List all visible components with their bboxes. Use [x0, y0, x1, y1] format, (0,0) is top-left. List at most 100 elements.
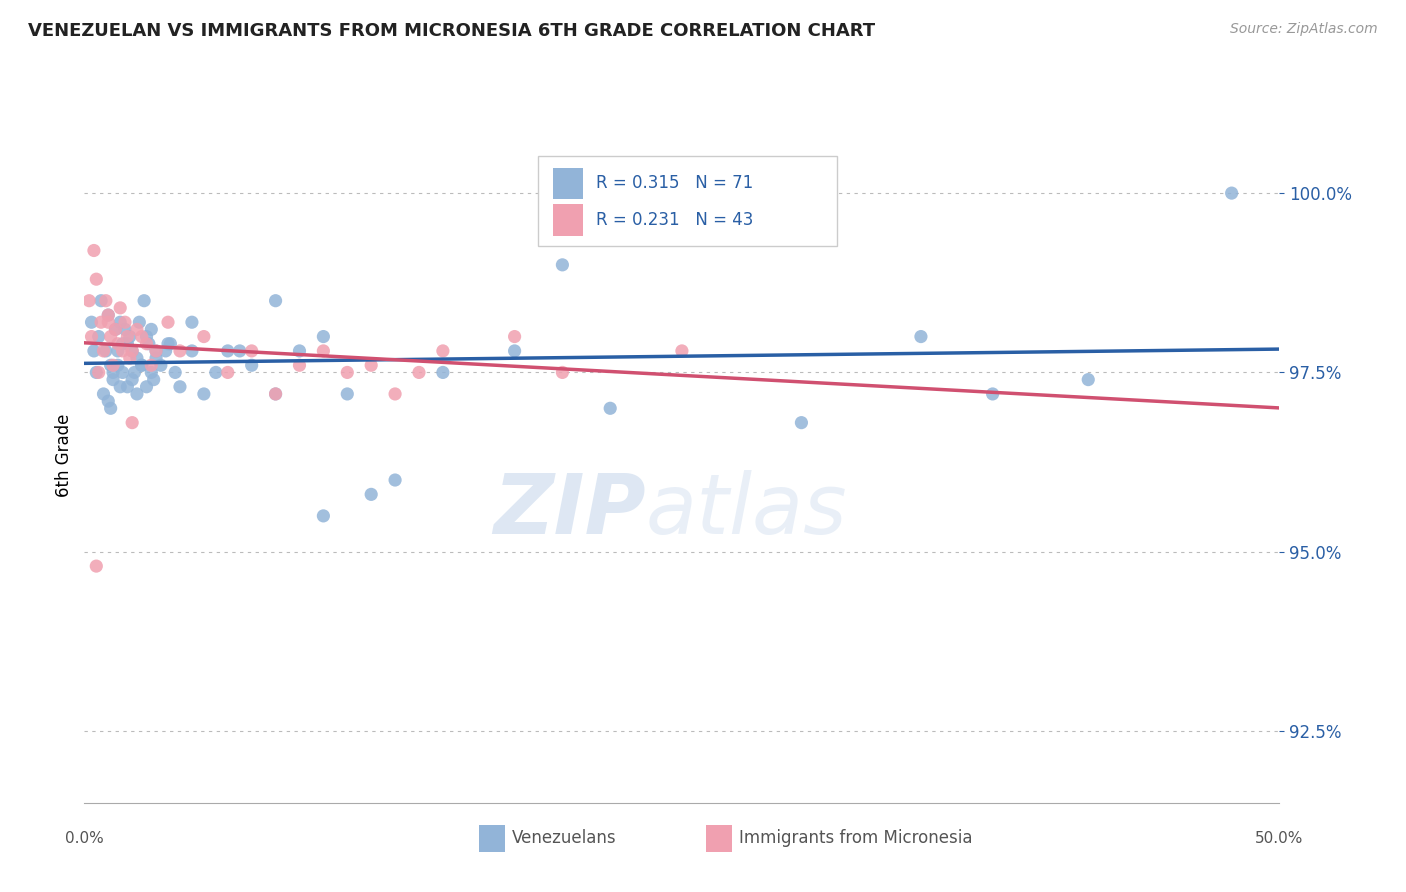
Point: [384, 473, 406, 487]
Point: [111, 343, 134, 358]
Point: [981, 387, 1004, 401]
Point: [100, 401, 122, 416]
Point: [138, 336, 160, 351]
Point: [264, 293, 287, 308]
Point: [118, 329, 141, 343]
Text: Venezuelans: Venezuelans: [512, 830, 617, 847]
Text: 50.0%: 50.0%: [1256, 830, 1303, 846]
Point: [384, 387, 406, 401]
Point: [288, 343, 311, 358]
Point: [159, 336, 181, 351]
Point: [264, 387, 287, 401]
Point: [360, 358, 382, 372]
Point: [135, 336, 157, 351]
Point: [104, 322, 127, 336]
Point: [121, 343, 143, 358]
Text: Source: ZipAtlas.com: Source: ZipAtlas.com: [1230, 22, 1378, 37]
Point: [118, 351, 141, 365]
Point: [80, 329, 103, 343]
Point: [503, 343, 526, 358]
Point: [125, 387, 148, 401]
Point: [80, 315, 103, 329]
Point: [111, 336, 134, 351]
Point: [121, 343, 143, 358]
Point: [205, 366, 228, 380]
Point: [790, 416, 813, 430]
Point: [599, 401, 621, 416]
Point: [910, 329, 932, 343]
FancyBboxPatch shape: [553, 204, 582, 235]
Point: [101, 373, 124, 387]
Point: [101, 358, 124, 372]
Point: [1220, 186, 1243, 200]
Point: [86, 366, 108, 380]
Point: [155, 343, 177, 358]
Point: [336, 387, 359, 401]
Point: [181, 343, 204, 358]
Point: [288, 358, 311, 372]
Point: [107, 336, 129, 351]
Point: [1077, 373, 1099, 387]
Text: 0.0%: 0.0%: [65, 830, 104, 846]
Point: [135, 329, 157, 343]
Point: [165, 366, 187, 380]
Point: [217, 366, 239, 380]
Point: [97, 308, 120, 322]
Point: [125, 351, 148, 365]
Point: [77, 293, 100, 308]
Point: [145, 351, 167, 365]
Point: [117, 336, 139, 351]
Point: [229, 343, 252, 358]
Point: [87, 329, 110, 343]
Point: [157, 336, 180, 351]
Point: [114, 315, 136, 329]
Point: [671, 343, 693, 358]
Point: [141, 358, 163, 372]
Text: R = 0.315   N = 71: R = 0.315 N = 71: [596, 174, 754, 192]
Point: [87, 366, 110, 380]
Point: [141, 366, 163, 380]
Point: [97, 394, 120, 409]
Point: [131, 329, 153, 343]
Point: [110, 315, 132, 329]
Point: [503, 329, 526, 343]
Text: atlas: atlas: [647, 470, 848, 551]
Point: [432, 343, 454, 358]
Point: [90, 293, 112, 308]
Point: [100, 358, 122, 372]
Point: [117, 380, 139, 394]
Point: [121, 416, 143, 430]
Point: [83, 244, 105, 258]
Point: [128, 315, 150, 329]
Point: [360, 487, 382, 501]
Point: [100, 329, 122, 343]
Point: [181, 315, 204, 329]
Point: [131, 358, 153, 372]
Point: [111, 366, 134, 380]
Point: [169, 380, 191, 394]
Point: [193, 387, 215, 401]
Point: [141, 322, 163, 336]
Point: [142, 373, 165, 387]
Point: [132, 293, 156, 308]
Point: [117, 329, 139, 343]
Point: [312, 508, 335, 523]
Point: [114, 322, 136, 336]
Point: [131, 358, 153, 372]
Point: [264, 387, 287, 401]
FancyBboxPatch shape: [706, 825, 733, 852]
Point: [86, 272, 108, 286]
Point: [149, 358, 172, 372]
Point: [97, 315, 120, 329]
Point: [145, 343, 167, 358]
Point: [312, 343, 335, 358]
Point: [408, 366, 430, 380]
Point: [551, 366, 574, 380]
Point: [432, 366, 454, 380]
Point: [110, 380, 132, 394]
Text: Immigrants from Micronesia: Immigrants from Micronesia: [740, 830, 973, 847]
Point: [101, 366, 124, 380]
Text: R = 0.231   N = 43: R = 0.231 N = 43: [596, 211, 754, 229]
Text: ZIP: ZIP: [494, 470, 647, 551]
Point: [551, 258, 574, 272]
